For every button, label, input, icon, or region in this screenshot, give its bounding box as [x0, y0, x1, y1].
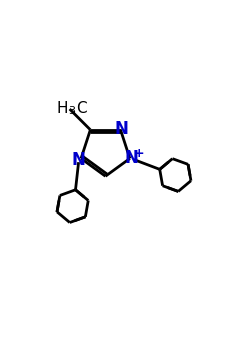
- Text: +: +: [134, 147, 144, 160]
- Text: N: N: [115, 120, 129, 138]
- Text: H: H: [57, 100, 68, 116]
- Text: N: N: [124, 149, 138, 167]
- Text: C: C: [76, 100, 87, 116]
- Text: N: N: [71, 151, 85, 169]
- Text: 3: 3: [68, 106, 75, 117]
